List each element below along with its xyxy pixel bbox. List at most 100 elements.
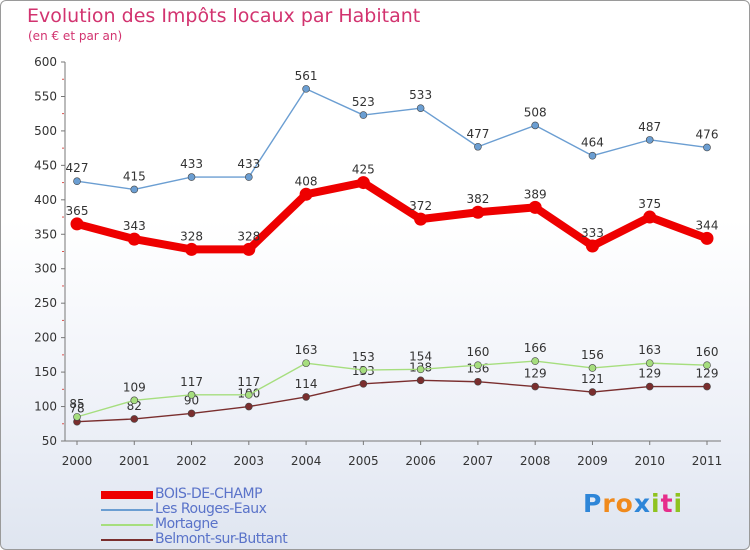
data-point-les-rouges-eaux xyxy=(416,104,425,112)
legend-item: Belmont-sur-Buttant xyxy=(101,531,361,547)
data-point-bois-de-champ xyxy=(299,187,313,201)
data-point-belmont-sur-buttant xyxy=(130,415,139,423)
y-tick-label: 300 xyxy=(34,262,57,276)
legend-item: Mortagne xyxy=(101,516,361,532)
x-tick-label: 2004 xyxy=(291,454,322,468)
data-label-les-rouges-eaux: 427 xyxy=(66,161,89,175)
data-point-mortagne xyxy=(302,359,310,367)
series-line-bois-de-champ xyxy=(73,178,711,254)
logo-letter: i xyxy=(651,489,661,518)
x-tick-label: 2008 xyxy=(520,454,551,468)
series-line-belmont-sur-buttant xyxy=(76,379,708,423)
legend-label: Mortagne xyxy=(155,516,218,532)
x-tick-label: 2000 xyxy=(62,454,93,468)
data-label-belmont-sur-buttant: 82 xyxy=(127,399,142,413)
data-label-mortagne: 154 xyxy=(409,349,432,363)
data-label-les-rouges-eaux: 476 xyxy=(696,127,719,141)
data-label-belmont-sur-buttant: 129 xyxy=(638,367,661,381)
y-tick-label: 450 xyxy=(34,158,57,172)
legend-label: Belmont-sur-Buttant xyxy=(155,531,288,547)
data-point-bois-de-champ xyxy=(700,231,714,245)
data-label-mortagne: 160 xyxy=(696,345,719,359)
proxiti-logo: Proxiti xyxy=(583,489,683,518)
x-tick-label: 2005 xyxy=(348,454,379,468)
data-point-mortagne xyxy=(187,391,196,399)
legend-swatch xyxy=(101,491,153,499)
x-tick-label: 2001 xyxy=(119,454,150,468)
data-point-mortagne xyxy=(245,391,253,399)
data-label-belmont-sur-buttant: 129 xyxy=(696,367,719,381)
data-label-mortagne: 163 xyxy=(638,343,661,357)
data-label-mortagne: 109 xyxy=(123,380,146,394)
y-tick-label: 550 xyxy=(34,89,57,103)
data-label-bois-de-champ: 333 xyxy=(581,226,604,240)
data-point-belmont-sur-buttant xyxy=(416,376,425,385)
data-label-bois-de-champ: 372 xyxy=(409,199,432,213)
data-label-les-rouges-eaux: 561 xyxy=(295,69,318,83)
data-point-mortagne xyxy=(531,357,539,365)
data-label-les-rouges-eaux: 523 xyxy=(352,95,375,109)
x-tick-label: 2006 xyxy=(405,454,436,468)
data-point-les-rouges-eaux xyxy=(588,151,597,160)
legend-item: BOIS-DE-CHAMP xyxy=(101,486,361,502)
data-point-mortagne xyxy=(359,366,368,374)
legend-swatch xyxy=(101,509,153,511)
data-point-bois-de-champ xyxy=(528,200,542,214)
logo-letter: P xyxy=(583,489,603,518)
legend-item: Les Rouges-Eaux xyxy=(101,501,361,517)
data-label-mortagne: 156 xyxy=(581,348,604,362)
data-label-belmont-sur-buttant: 121 xyxy=(581,372,604,386)
y-tick-label: 100 xyxy=(34,400,57,414)
logo-letter: x xyxy=(633,489,651,518)
data-point-les-rouges-eaux xyxy=(73,177,81,186)
data-point-belmont-sur-buttant xyxy=(645,382,654,391)
logo-letter: r xyxy=(602,489,616,518)
data-point-mortagne xyxy=(416,365,425,374)
data-point-bois-de-champ xyxy=(643,210,657,224)
data-label-belmont-sur-buttant: 90 xyxy=(184,393,199,407)
chart-subtitle: (en € et par an) xyxy=(28,29,123,43)
legend-label: BOIS-DE-CHAMP xyxy=(155,486,263,502)
data-point-mortagne xyxy=(645,359,654,367)
data-label-mortagne: 85 xyxy=(69,397,84,411)
data-point-les-rouges-eaux xyxy=(302,85,310,93)
data-point-les-rouges-eaux xyxy=(130,185,139,194)
data-point-bois-de-champ xyxy=(414,212,428,226)
data-point-belmont-sur-buttant xyxy=(531,382,539,391)
chart-legend: BOIS-DE-CHAMP Les Rouges-Eaux Mortagne Belm… xyxy=(101,486,361,547)
data-label-bois-de-champ: 365 xyxy=(66,204,89,218)
data-point-bois-de-champ xyxy=(242,242,256,256)
data-point-belmont-sur-buttant xyxy=(474,377,482,386)
data-label-les-rouges-eaux: 433 xyxy=(237,157,260,171)
data-point-belmont-sur-buttant xyxy=(359,380,368,388)
data-label-belmont-sur-buttant: 129 xyxy=(524,367,547,381)
data-point-belmont-sur-buttant xyxy=(245,402,253,411)
x-tick-label: 2009 xyxy=(577,454,608,468)
data-point-mortagne xyxy=(703,361,711,370)
data-label-les-rouges-eaux: 508 xyxy=(524,105,547,119)
legend-swatch xyxy=(101,539,153,541)
data-label-bois-de-champ: 408 xyxy=(295,174,318,188)
y-tick-label: 200 xyxy=(34,331,57,345)
chart-title: Evolution des Impôts locaux par Habitant xyxy=(27,5,421,27)
data-label-bois-de-champ: 328 xyxy=(180,229,203,243)
data-point-mortagne xyxy=(73,413,81,421)
data-label-les-rouges-eaux: 464 xyxy=(581,136,604,150)
data-label-bois-de-champ: 382 xyxy=(466,192,489,206)
data-point-bois-de-champ xyxy=(127,232,141,246)
x-tick-label: 2003 xyxy=(234,454,265,468)
data-label-les-rouges-eaux: 433 xyxy=(180,157,203,171)
data-label-mortagne: 117 xyxy=(180,375,203,389)
data-point-bois-de-champ xyxy=(471,205,485,219)
data-point-belmont-sur-buttant xyxy=(703,382,711,391)
x-tick-label: 2007 xyxy=(463,454,494,468)
x-tick-label: 2011 xyxy=(692,454,723,468)
y-tick-label: 500 xyxy=(34,124,57,138)
data-label-bois-de-champ: 344 xyxy=(696,218,719,232)
legend-swatch xyxy=(101,524,153,526)
series-line-les-rouges-eaux xyxy=(76,88,708,191)
data-label-mortagne: 166 xyxy=(524,341,547,355)
data-point-bois-de-champ xyxy=(70,217,84,231)
x-tick-label: 2010 xyxy=(634,454,665,468)
